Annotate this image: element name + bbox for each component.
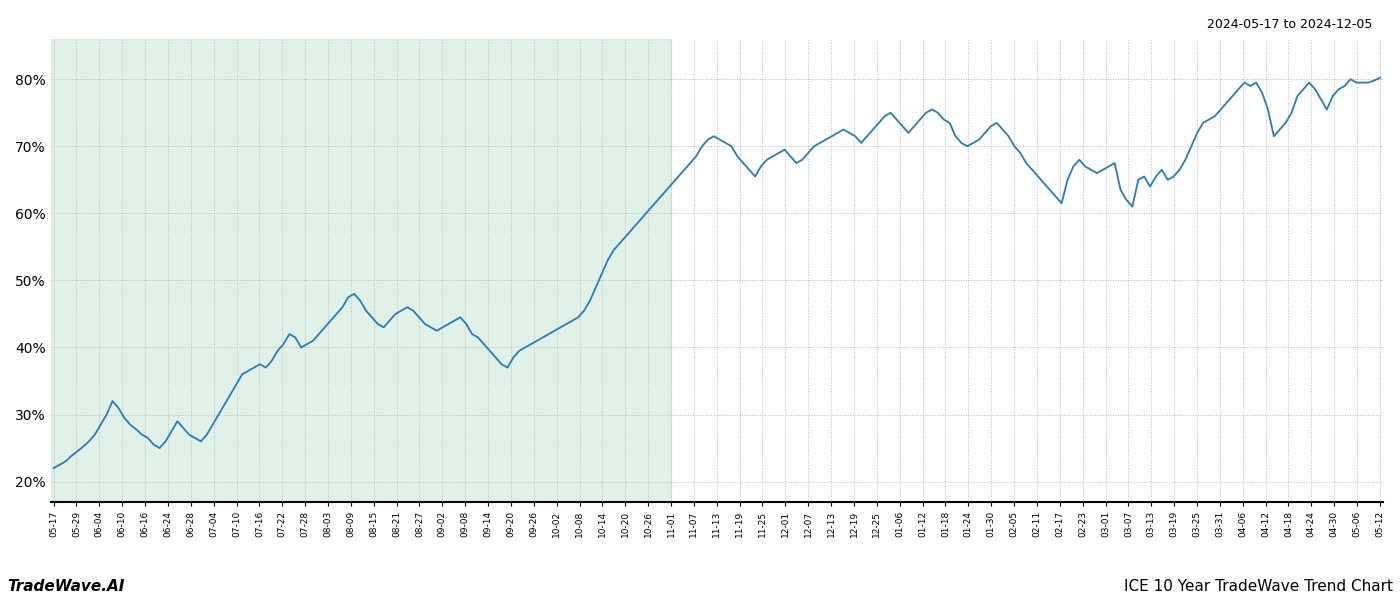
Bar	[50, 39, 671, 502]
Text: 2024-05-17 to 2024-12-05: 2024-05-17 to 2024-12-05	[1207, 18, 1372, 31]
Text: TradeWave.AI: TradeWave.AI	[7, 579, 125, 594]
Text: ICE 10 Year TradeWave Trend Chart: ICE 10 Year TradeWave Trend Chart	[1124, 579, 1393, 594]
